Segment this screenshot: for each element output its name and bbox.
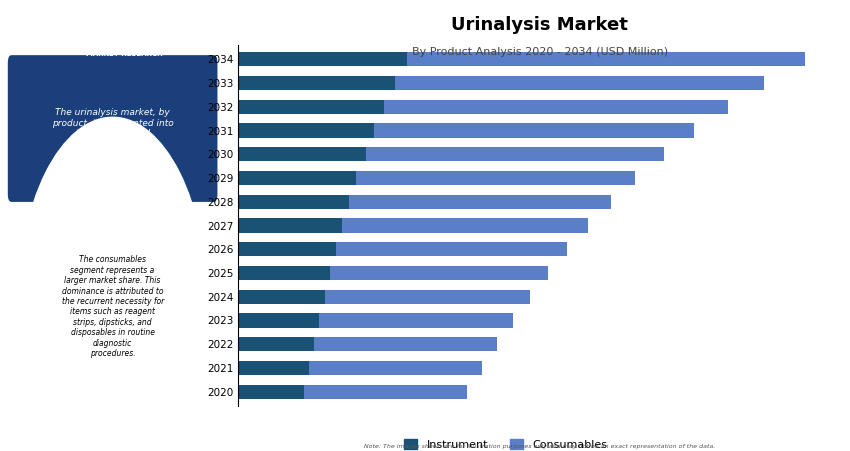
Bar — [238, 147, 366, 161]
Text: The urinalysis market, by
product, is segmented into
instruments and
consumables: The urinalysis market, by product, is se… — [52, 108, 173, 149]
Bar — [238, 290, 325, 304]
Bar — [348, 195, 610, 209]
Text: ★: ★ — [63, 22, 72, 32]
Bar — [374, 124, 694, 138]
Bar — [336, 242, 567, 256]
Bar — [314, 337, 497, 351]
Bar — [304, 385, 468, 399]
Bar — [356, 171, 635, 185]
Bar — [394, 76, 763, 90]
Bar — [384, 100, 728, 114]
Bar — [238, 218, 342, 233]
Bar — [238, 76, 394, 90]
Bar — [238, 361, 309, 375]
Text: By Product Analysis 2020 - 2034 (USD Million): By Product Analysis 2020 - 2034 (USD Mil… — [411, 47, 668, 57]
Bar — [238, 313, 319, 327]
Text: Source:www.polarismarketresearch.com: Source:www.polarismarketresearch.com — [48, 437, 177, 442]
FancyBboxPatch shape — [7, 54, 218, 203]
Bar — [238, 385, 304, 399]
Bar — [238, 242, 336, 256]
Bar — [238, 52, 407, 66]
Text: Note: The images shown are for illustration purposes only and may not be an exac: Note: The images shown are for illustrat… — [364, 444, 716, 449]
Text: POLARIS: POLARIS — [90, 20, 158, 34]
Bar — [342, 218, 587, 233]
Text: MARKET RESEARCH: MARKET RESEARCH — [86, 51, 162, 57]
Bar — [366, 147, 664, 161]
Bar — [319, 313, 513, 327]
Bar — [238, 124, 374, 138]
Bar — [238, 195, 348, 209]
Bar — [407, 52, 805, 66]
Text: The consumables
segment represents a
larger market share. This
dominance is attr: The consumables segment represents a lar… — [61, 255, 164, 358]
Bar — [238, 337, 314, 351]
Bar — [238, 266, 330, 280]
Bar — [238, 100, 384, 114]
Legend: Instrument, Consumables: Instrument, Consumables — [400, 435, 612, 451]
Bar — [330, 266, 548, 280]
Circle shape — [18, 117, 207, 451]
Text: Urinalysis Market: Urinalysis Market — [451, 16, 628, 34]
Bar — [325, 290, 530, 304]
Bar — [309, 361, 482, 375]
Bar — [238, 171, 356, 185]
